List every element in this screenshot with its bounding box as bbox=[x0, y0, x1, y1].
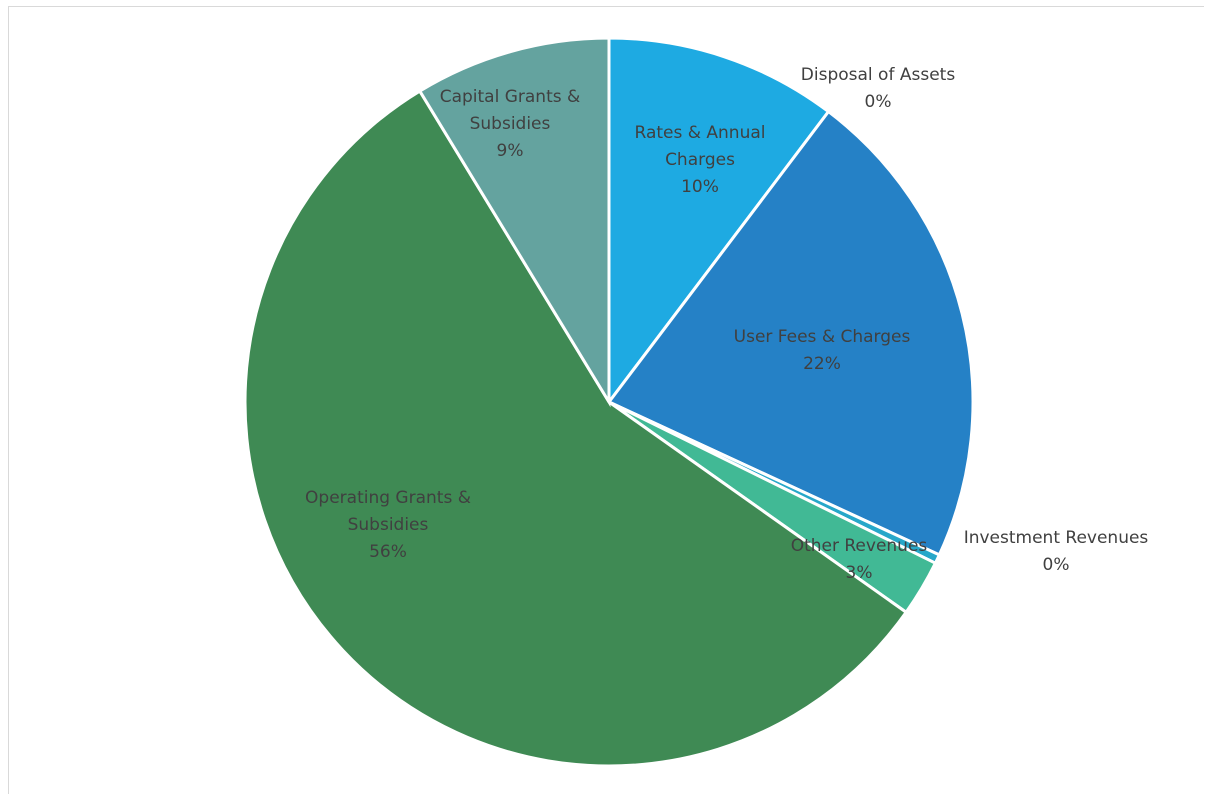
pie-slices bbox=[243, 36, 975, 768]
pie-slice-rates-and-annual-charges bbox=[607, 36, 831, 407]
pie-slice-operating-grants-and-subsidies bbox=[243, 88, 909, 768]
chart-frame bbox=[8, 6, 1204, 794]
data-label-capital-grants-and-subsidies: Capital Grants & Subsidies 9% bbox=[440, 87, 581, 161]
data-label-operating-grants-and-subsidies: Operating Grants & Subsidies 56% bbox=[305, 488, 471, 562]
data-label-user-fees-and-charges: User Fees & Charges 22% bbox=[734, 327, 911, 374]
data-label-investment-revenues: Investment Revenues 0% bbox=[964, 528, 1149, 575]
data-label-rates-and-annual-charges: Rates & Annual Charges 10% bbox=[635, 123, 766, 197]
pie-slice-capital-grants-and-subsidies bbox=[417, 36, 611, 408]
data-label-other-revenues: Other Revenues 3% bbox=[791, 536, 928, 583]
data-label-disposal-of-assets: Disposal of Assets 0% bbox=[801, 65, 956, 112]
pie-labels: Rates & Annual Charges 10% Disposal of Asse… bbox=[305, 65, 1148, 583]
